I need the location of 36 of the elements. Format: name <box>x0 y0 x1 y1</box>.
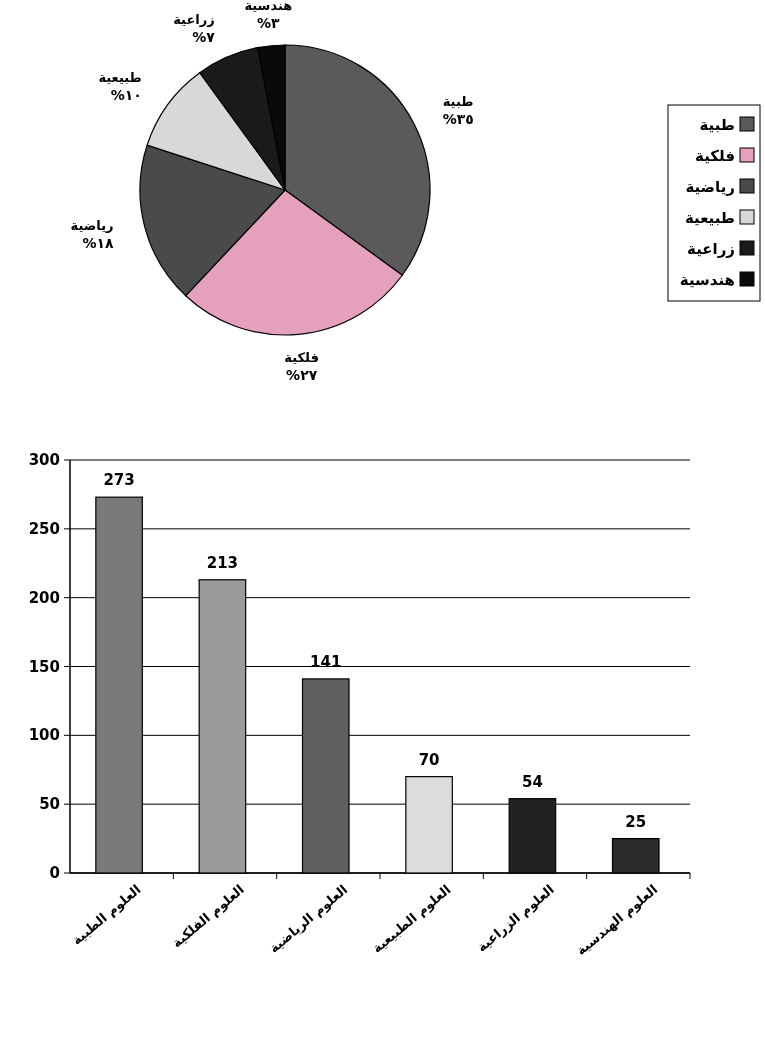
slice-label: زراعية <box>173 11 215 27</box>
data-label: 25 <box>625 812 647 831</box>
x-tick-label: العلوم الطبية <box>69 881 145 949</box>
x-tick-label: العلوم الطبيعية <box>369 881 455 957</box>
data-label: 273 <box>103 471 135 490</box>
data-label: %٣٥ <box>442 110 474 127</box>
legend-label: زراعية <box>687 240 735 258</box>
legend-label: طبيعية <box>684 209 735 227</box>
data-label: %٧ <box>192 28 216 45</box>
data-label: 70 <box>418 750 440 769</box>
data-label: %٢٧ <box>286 367 318 384</box>
data-label: 54 <box>521 772 543 791</box>
data-label: %١٨ <box>82 235 115 252</box>
data-label: %٣ <box>257 14 281 31</box>
y-tick-label: 0 <box>49 864 60 882</box>
x-tick-label: العلوم الرياضية <box>266 881 351 957</box>
slice-label: هندسية <box>244 0 293 13</box>
legend-label: فلكية <box>695 147 735 165</box>
legend-label: هندسية <box>679 271 735 289</box>
slice-label: فلكية <box>284 350 319 366</box>
data-label: %١٠ <box>110 86 142 103</box>
legend-label: طبية <box>699 116 735 134</box>
slice-label: رياضية <box>70 218 114 234</box>
y-tick-label: 100 <box>28 726 60 745</box>
y-tick-label: 200 <box>28 588 60 607</box>
slice-label: طبيعية <box>98 69 142 85</box>
y-tick-label: 50 <box>39 795 60 814</box>
y-tick-label: 300 <box>28 451 60 469</box>
data-label: 213 <box>206 553 239 572</box>
x-tick-label: العلوم الزراعية <box>474 881 558 956</box>
legend-label: رياضية <box>685 178 735 196</box>
x-tick-label: العلوم الفلكية <box>169 881 248 952</box>
slice-label: طبية <box>442 93 474 109</box>
y-tick-label: 250 <box>28 519 60 538</box>
y-tick-label: 150 <box>28 657 60 676</box>
x-tick-label: العلوم الهندسية <box>573 881 661 959</box>
